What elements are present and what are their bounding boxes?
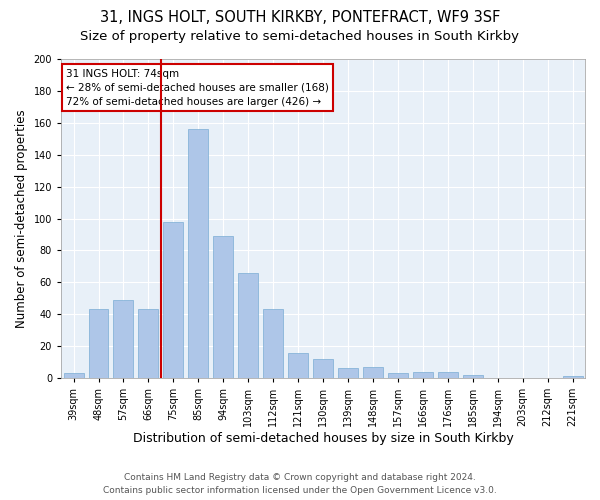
Bar (563, 376, 583, 378)
Bar (313, 359, 333, 378)
Bar (288, 352, 308, 378)
Bar (338, 368, 358, 378)
Bar (113, 300, 133, 378)
Text: Contains HM Land Registry data © Crown copyright and database right 2024.
Contai: Contains HM Land Registry data © Crown c… (103, 474, 497, 495)
Bar (188, 129, 208, 378)
Bar (363, 367, 383, 378)
Bar (213, 236, 233, 378)
Bar (238, 273, 258, 378)
Text: 31 INGS HOLT: 74sqm
← 28% of semi-detached houses are smaller (168)
72% of semi-: 31 INGS HOLT: 74sqm ← 28% of semi-detach… (67, 68, 329, 106)
Bar (163, 222, 184, 378)
Bar (89, 310, 109, 378)
Y-axis label: Number of semi-detached properties: Number of semi-detached properties (15, 109, 28, 328)
Bar (139, 310, 158, 378)
Text: 31, INGS HOLT, SOUTH KIRKBY, PONTEFRACT, WF9 3SF: 31, INGS HOLT, SOUTH KIRKBY, PONTEFRACT,… (100, 10, 500, 25)
Bar (263, 310, 283, 378)
Bar (438, 372, 458, 378)
Bar (413, 372, 433, 378)
X-axis label: Distribution of semi-detached houses by size in South Kirkby: Distribution of semi-detached houses by … (133, 432, 514, 445)
Bar (463, 375, 483, 378)
Bar (64, 374, 83, 378)
Bar (388, 374, 408, 378)
Text: Size of property relative to semi-detached houses in South Kirkby: Size of property relative to semi-detach… (80, 30, 520, 43)
